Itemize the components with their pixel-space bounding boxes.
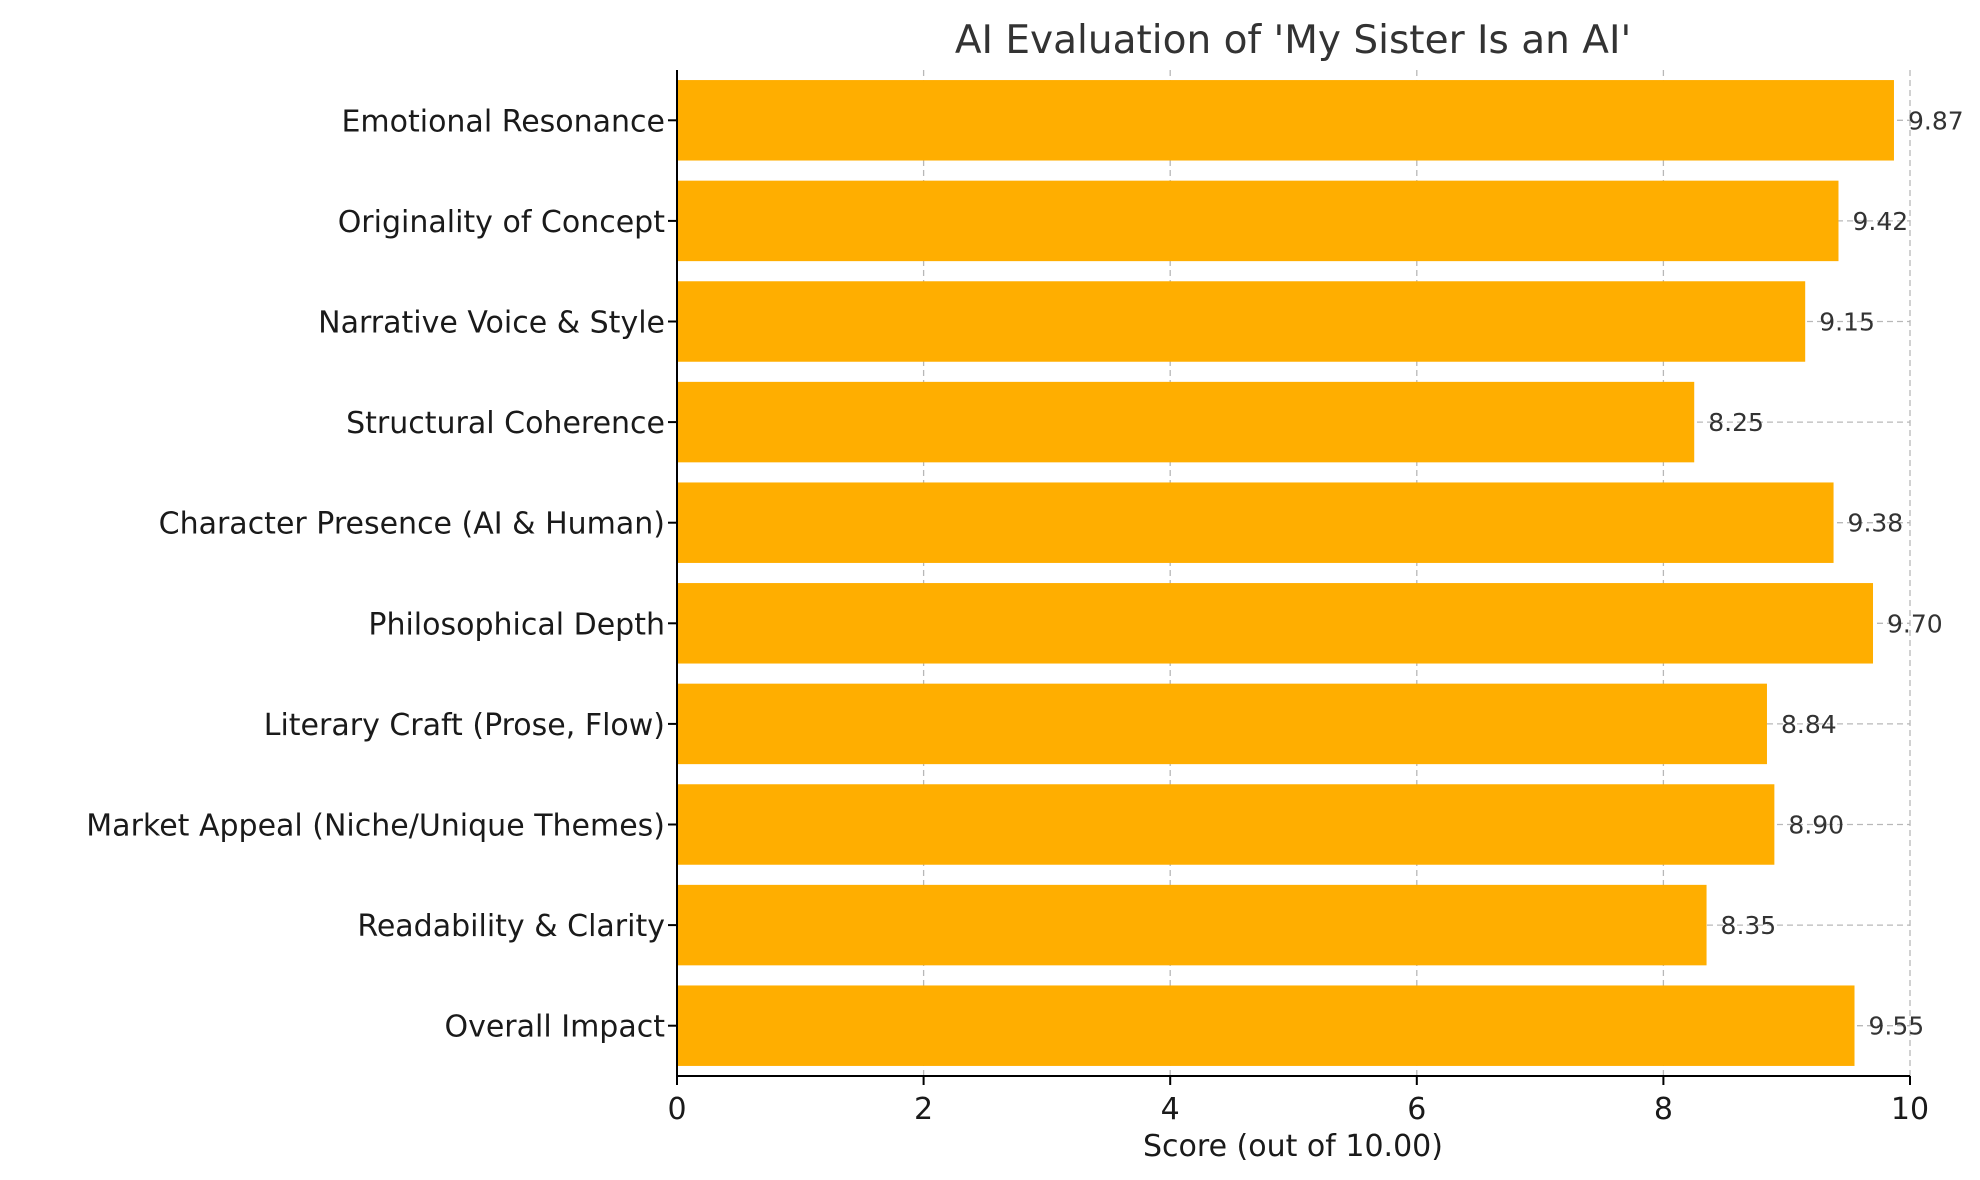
category-label: Market Appeal (Niche/Unique Themes): [86, 809, 665, 844]
value-label: 8.35: [1721, 911, 1777, 940]
value-label: 9.55: [1869, 1012, 1925, 1041]
x-axis-title: Score (out of 10.00): [1143, 1129, 1443, 1164]
bar: [677, 583, 1874, 664]
bar: [677, 482, 1834, 563]
value-label: 8.90: [1788, 811, 1844, 840]
category-label: Readability & Clarity: [357, 909, 665, 944]
bar: [677, 381, 1695, 463]
bar: [677, 784, 1775, 865]
axes: 0 2 4 6 8 10: [667, 70, 1929, 1127]
category-label: Originality of Concept: [338, 205, 666, 240]
value-label: 9.87: [1908, 106, 1964, 135]
bar: [677, 180, 1839, 262]
value-label: 9.70: [1887, 609, 1943, 638]
category-labels: Emotional Resonance Originality of Concep…: [86, 104, 665, 1044]
category-label: Character Presence (AI & Human): [159, 507, 665, 542]
x-tick-label: 8: [1654, 1092, 1673, 1127]
x-tick-label: 4: [1161, 1092, 1180, 1127]
bar: [677, 80, 1894, 161]
value-label: 8.84: [1781, 710, 1837, 739]
bars: [677, 80, 1894, 1066]
chart-title: AI Evaluation of 'My Sister Is an AI': [955, 18, 1631, 63]
bar: [677, 985, 1855, 1066]
bar: [677, 281, 1806, 362]
value-labels: 9.87 9.42 9.15 8.25 9.38 9.70 8.84 8.90 8.35 9.55: [1708, 106, 1963, 1040]
category-label: Emotional Resonance: [341, 104, 665, 139]
bar: [677, 884, 1707, 966]
x-tick-label: 10: [1891, 1092, 1929, 1127]
bar: [677, 683, 1767, 765]
x-tick-label: 0: [667, 1092, 686, 1127]
category-label: Narrative Voice & Style: [318, 306, 665, 341]
x-tick-label: 6: [1407, 1092, 1426, 1127]
x-tick-label: 2: [914, 1092, 933, 1127]
value-label: 8.25: [1708, 408, 1764, 437]
category-label: Philosophical Depth: [368, 607, 665, 642]
value-label: 9.42: [1852, 207, 1908, 236]
category-label: Overall Impact: [444, 1010, 665, 1045]
value-label: 9.15: [1819, 308, 1875, 337]
category-label: Literary Craft (Prose, Flow): [264, 708, 665, 743]
value-label: 9.38: [1848, 509, 1904, 538]
category-label: Structural Coherence: [346, 406, 665, 441]
